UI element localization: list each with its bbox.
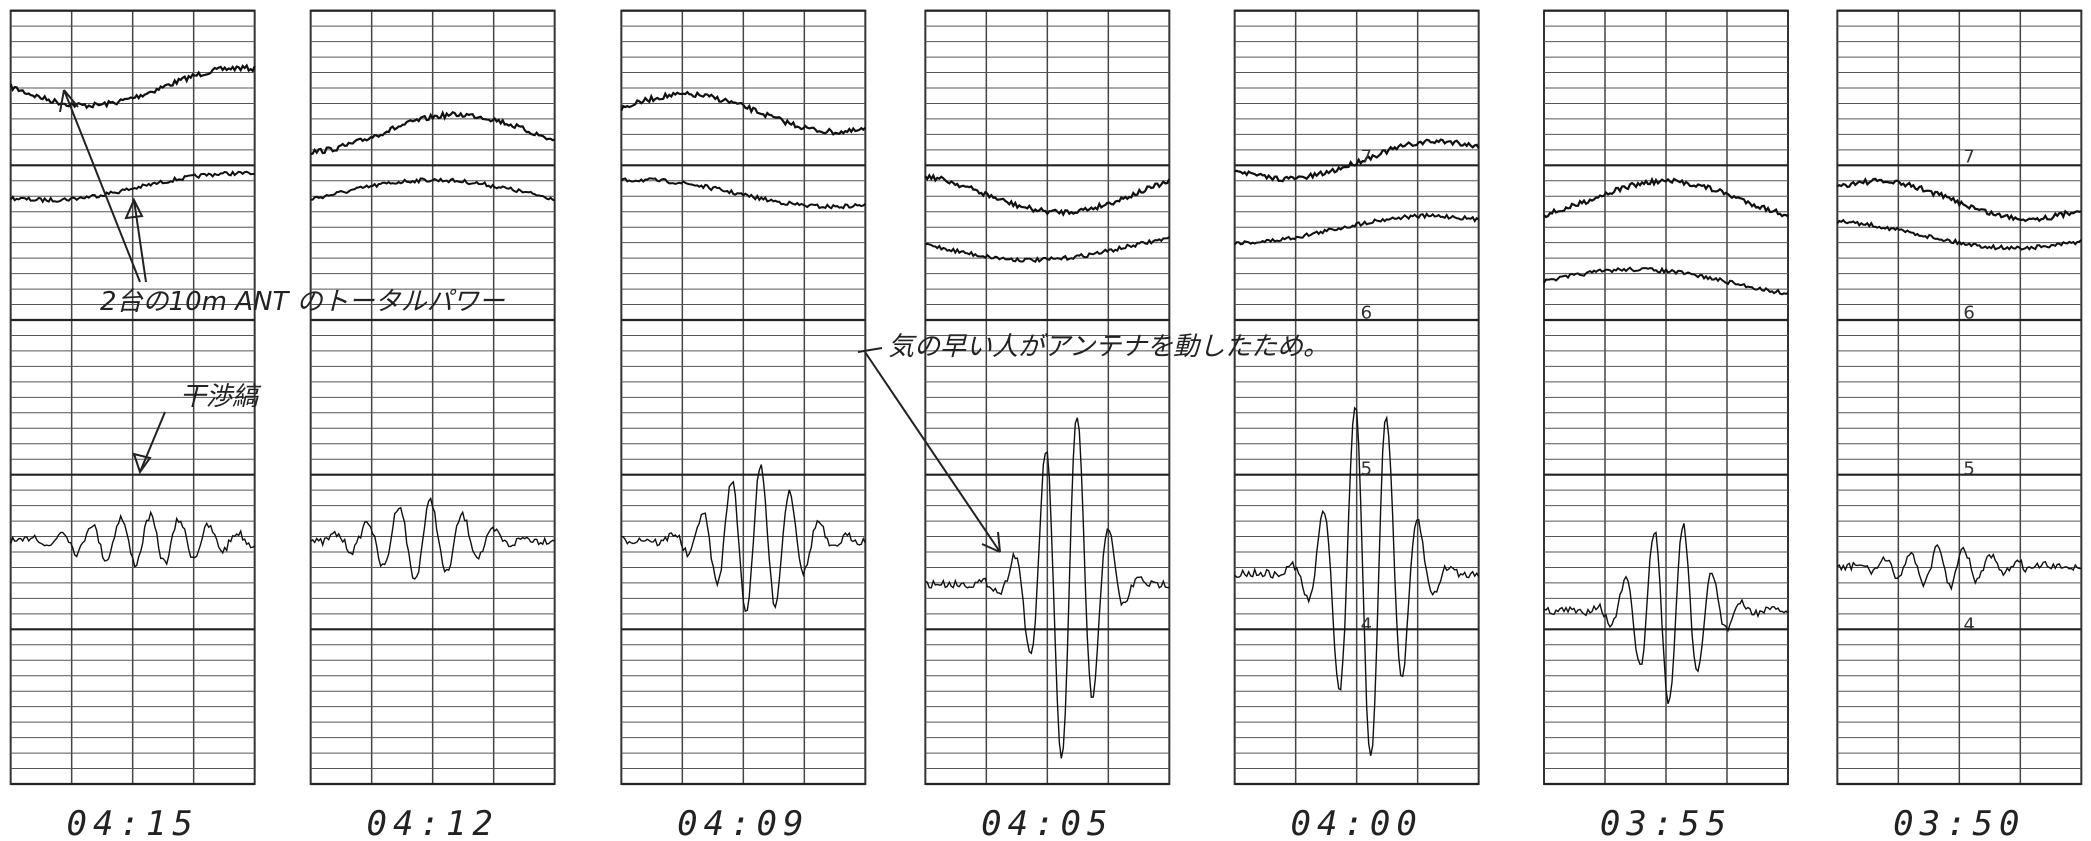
arrow (139, 411, 166, 473)
time-label: 04:15 (66, 804, 198, 841)
arrow (63, 89, 141, 283)
trace (925, 417, 1170, 759)
annotation: 気の早い人がアンテナを動したため。 (888, 332, 1329, 362)
trace (310, 110, 556, 156)
trace (924, 173, 1171, 217)
trace (1836, 218, 2082, 251)
scale-mark: 7 (1361, 147, 1372, 168)
trace (621, 464, 866, 613)
trace (1836, 176, 2082, 223)
scale-mark: 5 (1963, 459, 1974, 480)
arrow (864, 351, 1001, 553)
trace (9, 170, 255, 204)
time-label: 03:50 (1893, 804, 2025, 841)
annotation: 2台の10m ANT のトータルパワー (100, 287, 506, 317)
trace (310, 497, 555, 580)
trace (10, 510, 256, 568)
traces (9, 63, 2082, 759)
scale-mark: 6 (1361, 303, 1372, 324)
trace (620, 90, 867, 136)
trace (1543, 523, 1789, 705)
trace (310, 177, 556, 202)
arrowhead (124, 197, 144, 220)
trace (1543, 266, 1789, 296)
dash (857, 347, 883, 353)
time-label: 04:05 (981, 804, 1113, 841)
trace (924, 236, 1170, 263)
time-label: 03:55 (1600, 804, 1732, 841)
arrow (133, 199, 147, 283)
trace (620, 177, 866, 210)
annotations (59, 89, 1001, 553)
trace (1234, 406, 1480, 756)
scale-mark: 4 (1963, 615, 1974, 636)
time-label: 04:09 (677, 804, 809, 841)
scale-mark: 7 (1963, 147, 1974, 168)
scale-mark: 4 (1361, 615, 1372, 636)
time-labels: 04:15 04:12 04:09 04:05 04:00 03:55 03:50 7 6 5 4 7… (66, 147, 2025, 841)
arrowhead (59, 89, 79, 113)
trace (1234, 138, 1480, 183)
arrowhead (981, 531, 1001, 553)
trace (9, 63, 256, 110)
arrowhead (132, 452, 152, 475)
trace (1543, 176, 1789, 219)
trace (1836, 543, 2082, 592)
time-label: 04:00 (1290, 804, 1422, 841)
annotation: 干渉縞 (180, 382, 262, 412)
scale-mark: 6 (1963, 303, 1974, 324)
time-label: 04:12 (366, 804, 498, 841)
scale-mark: 5 (1361, 459, 1372, 480)
trace (1233, 212, 1480, 246)
chart-paper (9, 9, 2083, 786)
